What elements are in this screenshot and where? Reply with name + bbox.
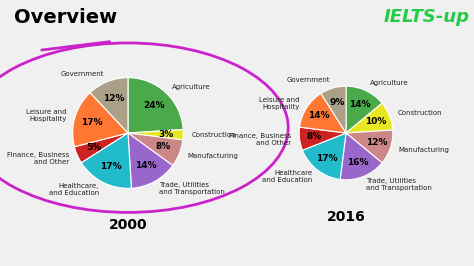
Text: Manufacturing: Manufacturing (399, 147, 449, 153)
Text: IELTS-up: IELTS-up (383, 8, 469, 26)
Wedge shape (128, 130, 183, 140)
Text: 8%: 8% (307, 132, 322, 142)
Wedge shape (90, 78, 128, 133)
Wedge shape (299, 127, 346, 150)
Text: Trade, Utilities
and Transportation: Trade, Utilities and Transportation (159, 182, 225, 195)
Text: Healthcare
and Education: Healthcare and Education (262, 170, 312, 183)
Text: Leisure and
Hospitality: Leisure and Hospitality (259, 97, 300, 110)
Wedge shape (74, 133, 128, 163)
Wedge shape (128, 78, 183, 133)
Text: 17%: 17% (316, 154, 337, 163)
Text: Construction: Construction (397, 110, 442, 116)
Text: 14%: 14% (135, 161, 157, 171)
Text: Agriculture: Agriculture (370, 80, 408, 86)
Text: 8%: 8% (155, 142, 171, 151)
Text: Government: Government (287, 77, 330, 83)
Text: 10%: 10% (365, 117, 386, 126)
Text: 14%: 14% (308, 111, 330, 120)
Text: 14%: 14% (349, 100, 370, 109)
Text: 12%: 12% (103, 94, 125, 102)
Wedge shape (346, 103, 393, 133)
Wedge shape (128, 133, 173, 188)
Wedge shape (321, 86, 346, 133)
Wedge shape (340, 133, 382, 180)
Text: Government: Government (61, 71, 105, 77)
Text: 2016: 2016 (327, 210, 365, 224)
Text: 12%: 12% (365, 138, 387, 147)
Text: 9%: 9% (329, 98, 345, 107)
Wedge shape (300, 93, 346, 133)
Text: 2000: 2000 (109, 218, 147, 232)
Text: Manufacturing: Manufacturing (187, 153, 238, 159)
Wedge shape (73, 93, 128, 147)
Text: 16%: 16% (347, 158, 368, 167)
Text: Overview: Overview (14, 8, 118, 27)
Text: 3%: 3% (158, 130, 173, 139)
Text: Construction: Construction (191, 132, 236, 138)
Text: 5%: 5% (86, 143, 101, 152)
Wedge shape (346, 86, 382, 133)
Text: Finance, Business
and Other: Finance, Business and Other (7, 152, 70, 165)
Text: Healthcare,
and Education: Healthcare, and Education (49, 183, 99, 196)
Wedge shape (81, 133, 131, 188)
Text: Trade, Utilities
and Transportation: Trade, Utilities and Transportation (366, 178, 432, 191)
Wedge shape (302, 133, 346, 180)
Wedge shape (346, 130, 393, 163)
Text: 17%: 17% (100, 162, 122, 171)
Text: 17%: 17% (81, 118, 103, 127)
Text: Agriculture: Agriculture (172, 84, 210, 90)
Text: Finance, Business
and Other: Finance, Business and Other (229, 134, 291, 146)
Text: Leisure and
Hospitality: Leisure and Hospitality (27, 109, 67, 122)
Text: 24%: 24% (143, 101, 164, 110)
Wedge shape (128, 133, 183, 165)
